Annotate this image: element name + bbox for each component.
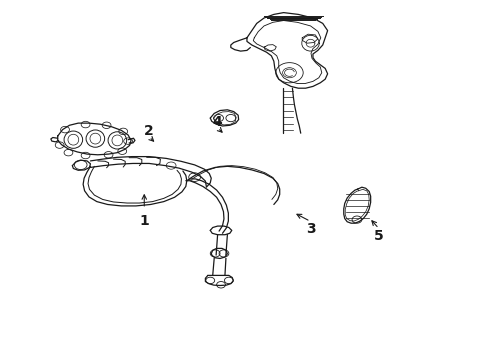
Text: 3: 3 (305, 222, 315, 235)
Text: 4: 4 (212, 116, 222, 129)
Text: 2: 2 (144, 125, 154, 138)
Text: 5: 5 (373, 229, 383, 243)
Text: 1: 1 (139, 215, 149, 228)
